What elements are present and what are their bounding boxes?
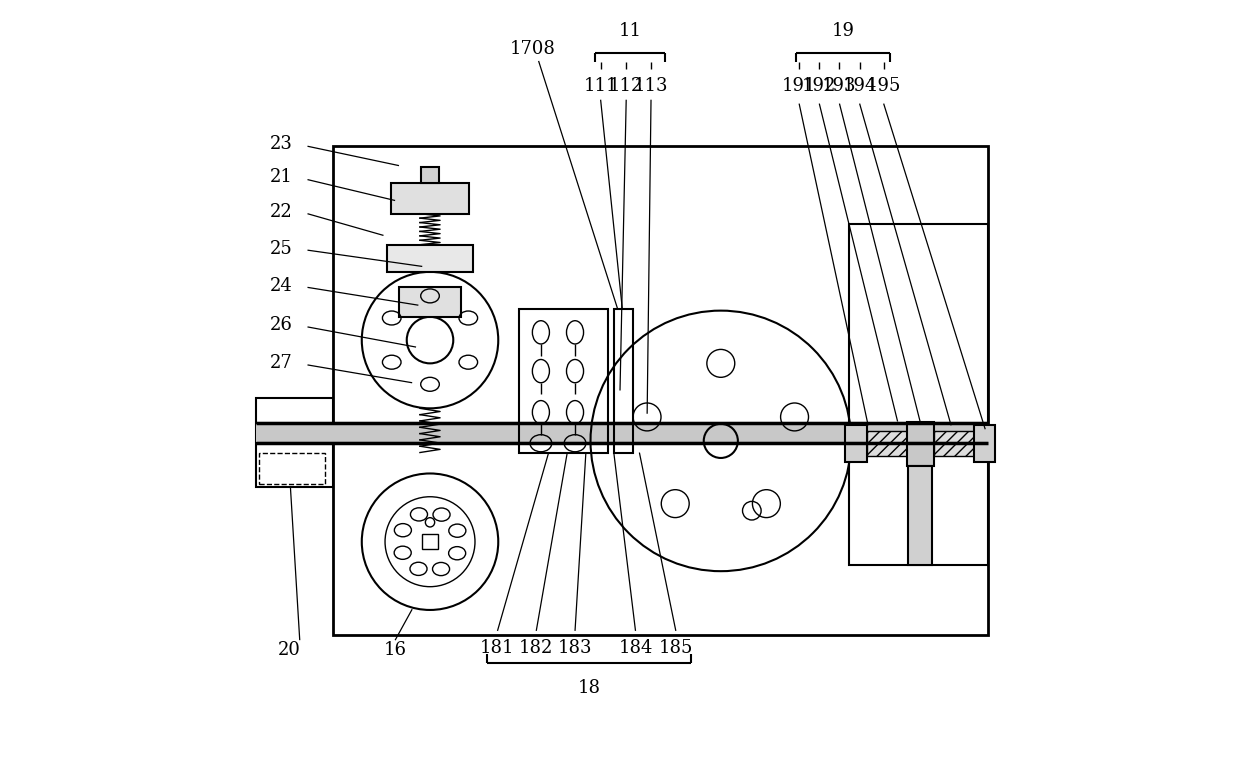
Text: 24: 24 (270, 276, 293, 294)
Text: 191: 191 (782, 77, 816, 95)
Bar (399, 287, 461, 317)
Bar (614, 309, 634, 452)
Text: 192: 192 (802, 77, 837, 95)
Circle shape (425, 518, 435, 527)
Text: 1708: 1708 (510, 41, 556, 59)
Text: 22: 22 (270, 203, 293, 221)
Text: 111: 111 (583, 77, 618, 95)
Bar (387, 244, 472, 272)
Text: 195: 195 (867, 77, 900, 95)
Bar (906, 422, 934, 466)
Text: 183: 183 (558, 639, 593, 657)
Bar (255, 398, 334, 487)
Text: 184: 184 (619, 639, 652, 657)
Bar (909, 466, 931, 565)
Text: 20: 20 (278, 641, 300, 659)
Bar (975, 425, 994, 462)
Bar (867, 431, 906, 455)
Text: 185: 185 (658, 639, 693, 657)
Bar (423, 534, 438, 550)
Text: 193: 193 (822, 77, 857, 95)
Bar (259, 452, 325, 483)
Text: 23: 23 (269, 135, 293, 153)
Bar (392, 183, 469, 214)
Text: 21: 21 (269, 168, 293, 186)
Text: 112: 112 (609, 77, 644, 95)
Bar (255, 423, 988, 444)
Text: 25: 25 (270, 240, 293, 258)
Text: 194: 194 (842, 77, 877, 95)
Bar (844, 425, 867, 462)
Text: 181: 181 (480, 639, 515, 657)
Text: 16: 16 (383, 641, 407, 659)
Text: 182: 182 (520, 639, 553, 657)
Text: 19: 19 (832, 23, 854, 41)
Text: 26: 26 (269, 316, 293, 334)
Bar (420, 167, 439, 183)
Bar (934, 431, 975, 455)
Bar (848, 224, 988, 565)
Bar (334, 146, 988, 635)
Text: 113: 113 (634, 77, 668, 95)
Text: 18: 18 (578, 679, 600, 697)
Text: 11: 11 (619, 23, 641, 41)
Bar (520, 309, 609, 452)
Text: 27: 27 (270, 355, 293, 373)
